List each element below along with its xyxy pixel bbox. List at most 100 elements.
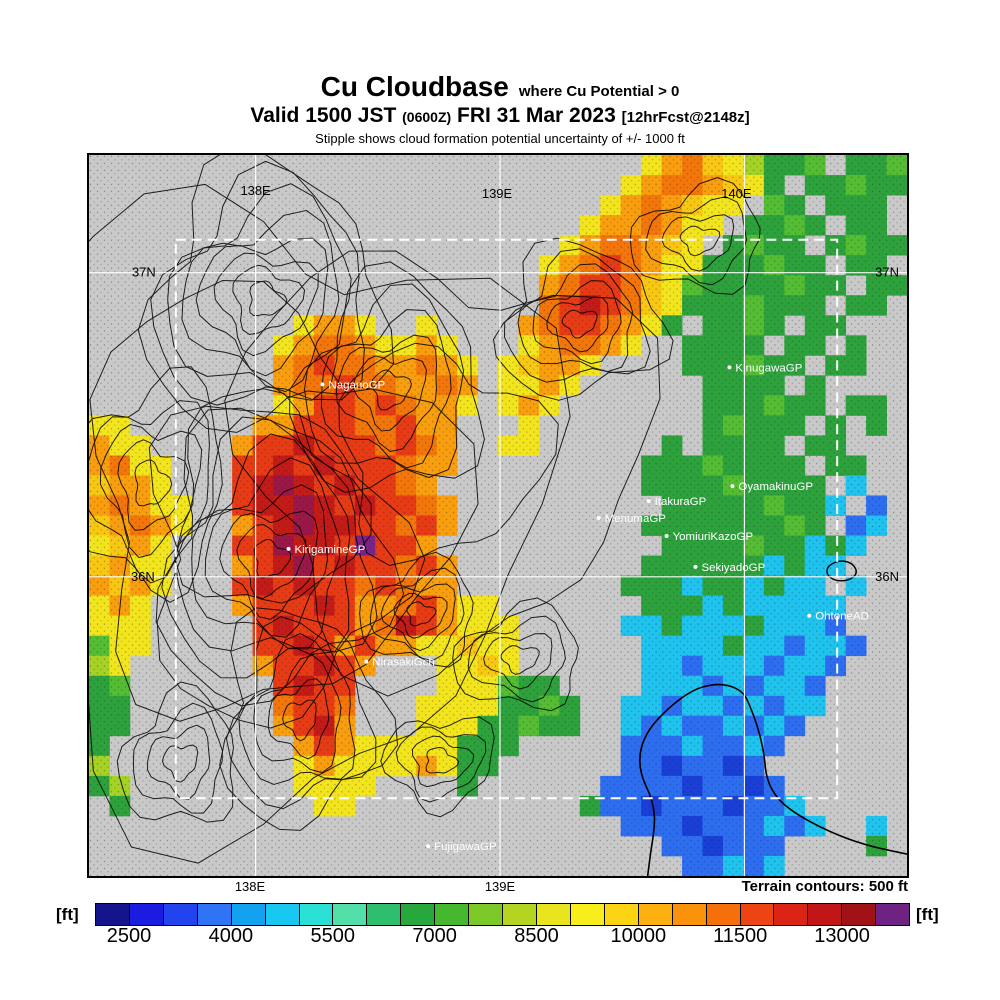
colorbar-segment	[435, 904, 470, 925]
colorbar-segment	[570, 904, 605, 925]
terrain-contour	[204, 484, 329, 638]
terrain-contour	[191, 457, 341, 650]
terrain-contour	[213, 252, 319, 357]
station-marker	[693, 564, 698, 569]
terrain-contour	[148, 405, 426, 729]
lon-label: 139E	[482, 186, 513, 201]
colorbar	[95, 903, 910, 926]
lat-label: 37N	[875, 265, 899, 280]
terrain-contour	[117, 439, 190, 531]
terrain-contour	[467, 615, 566, 703]
terrain-contour	[89, 366, 223, 603]
station-label: OhtoneAD	[815, 611, 869, 623]
colorbar-segment	[740, 904, 775, 925]
station-label: NirasakiGch	[372, 657, 434, 669]
ft-unit-label-left: [ft]	[56, 905, 79, 924]
terrain-contour	[395, 726, 487, 803]
latlon-grid-layer	[89, 155, 907, 876]
stipple-note: Stipple shows cloud formation potential …	[315, 130, 685, 146]
terrain-contour	[303, 283, 465, 479]
terrain-contour	[134, 459, 173, 507]
terrain-contour	[483, 633, 553, 690]
terrain-contour	[369, 567, 465, 662]
station-marker	[807, 613, 812, 618]
chart-header: Cu Cloudbase where Cu Potential > 0 Valid…	[0, 70, 1000, 146]
terrain-contour	[412, 735, 475, 788]
lat-label: 36N	[131, 569, 155, 584]
terrain-contour	[236, 524, 307, 600]
lon-label: 140E	[721, 186, 752, 201]
station-marker	[646, 499, 651, 504]
colorbar-segment	[265, 904, 300, 925]
colorbar-segment	[842, 904, 877, 925]
terrain-contour	[393, 592, 448, 639]
station-label: KinugawaGP	[735, 362, 802, 374]
terrain-contour	[219, 510, 319, 620]
station-marker	[426, 844, 431, 849]
coastline-path	[639, 683, 907, 876]
terrain-contour	[352, 355, 427, 432]
station-label: YomiuriKazoGP	[673, 531, 754, 543]
map-label-layer: 138E 139E 140E 37N 37N 36N 36N NaganoGP Kinugawa…	[131, 183, 899, 853]
colorbar-tick-row: 2500 4000 5500 7000 8500 10000 11500 13000	[95, 925, 910, 951]
terrain-contour	[320, 309, 452, 469]
terrain-contour	[406, 601, 437, 627]
terrain-contour	[282, 699, 317, 742]
valid-date: FRI 31 Mar 2023	[457, 104, 616, 128]
page-title: Cu Cloudbase	[320, 71, 509, 102]
terrain-contour	[174, 388, 372, 604]
terrain-contour	[267, 678, 330, 760]
lon-label: 138E	[240, 183, 271, 198]
forecast-tag: [12hrFcst@2148z]	[621, 109, 750, 127]
colorbar-segment	[163, 904, 198, 925]
terrain-contour	[232, 264, 306, 336]
terrain-contour	[224, 250, 661, 697]
roi-dashed-box	[174, 238, 839, 800]
terrain-contours-note: Terrain contours: 500 ft	[741, 878, 908, 895]
weather-map: 138E 139E 140E 37N 37N 36N 36N NaganoGP Kinugawa…	[87, 153, 909, 878]
colorbar-segment	[808, 904, 843, 925]
station-label: NaganoGP	[328, 379, 385, 391]
terrain-contour	[493, 237, 674, 401]
valid-time-line: Valid 1500 JST (0600Z) FRI 31 Mar 2023 […	[0, 104, 1000, 129]
colorbar-tick: 7000	[412, 925, 457, 947]
colorbar-segment	[231, 904, 266, 925]
terrain-contour	[500, 645, 540, 675]
terrain-contour	[338, 342, 559, 566]
terrain-contour	[225, 616, 377, 810]
colorbar-tick: 4000	[208, 925, 254, 947]
terrain-contour	[253, 538, 292, 579]
station-marker	[596, 515, 601, 520]
colorbar-tick: 5500	[310, 925, 355, 947]
terrain-contour	[359, 551, 474, 668]
lon-label-bottom-138e: 138E	[234, 879, 266, 894]
terrain-contour	[380, 716, 495, 818]
terrain-contour	[335, 334, 438, 452]
terrain-contour-layer	[89, 155, 761, 864]
colorbar-segment	[774, 904, 809, 925]
terrain-contour	[452, 597, 579, 712]
colorbar-segment	[367, 904, 402, 925]
colorbar-segment	[706, 904, 741, 925]
colorbar-segment	[876, 904, 910, 925]
colorbar-segment	[333, 904, 368, 925]
colorbar-tick: 2500	[106, 925, 152, 947]
station-marker	[286, 546, 291, 551]
station-label: KirigamineGP	[294, 544, 365, 556]
terrain-contour	[219, 607, 399, 831]
station-marker	[727, 365, 732, 370]
colorbar-segment	[299, 904, 334, 925]
colorbar-segment	[638, 904, 673, 925]
terrain-contour	[89, 279, 479, 722]
station-label: SekiyadoGP	[702, 562, 766, 574]
terrain-contour	[561, 309, 598, 339]
station-marker	[364, 659, 369, 664]
valid-prefix: Valid 1500 JST	[250, 104, 397, 128]
station-marker	[320, 382, 325, 387]
colorbar-segment	[197, 904, 232, 925]
colorbar-tick: 8500	[514, 925, 559, 947]
station-label: ItakuraGP	[655, 496, 707, 508]
terrain-contour	[517, 263, 634, 373]
colorbar-tick: 10000	[610, 925, 667, 947]
colorbar-segment	[129, 904, 164, 925]
